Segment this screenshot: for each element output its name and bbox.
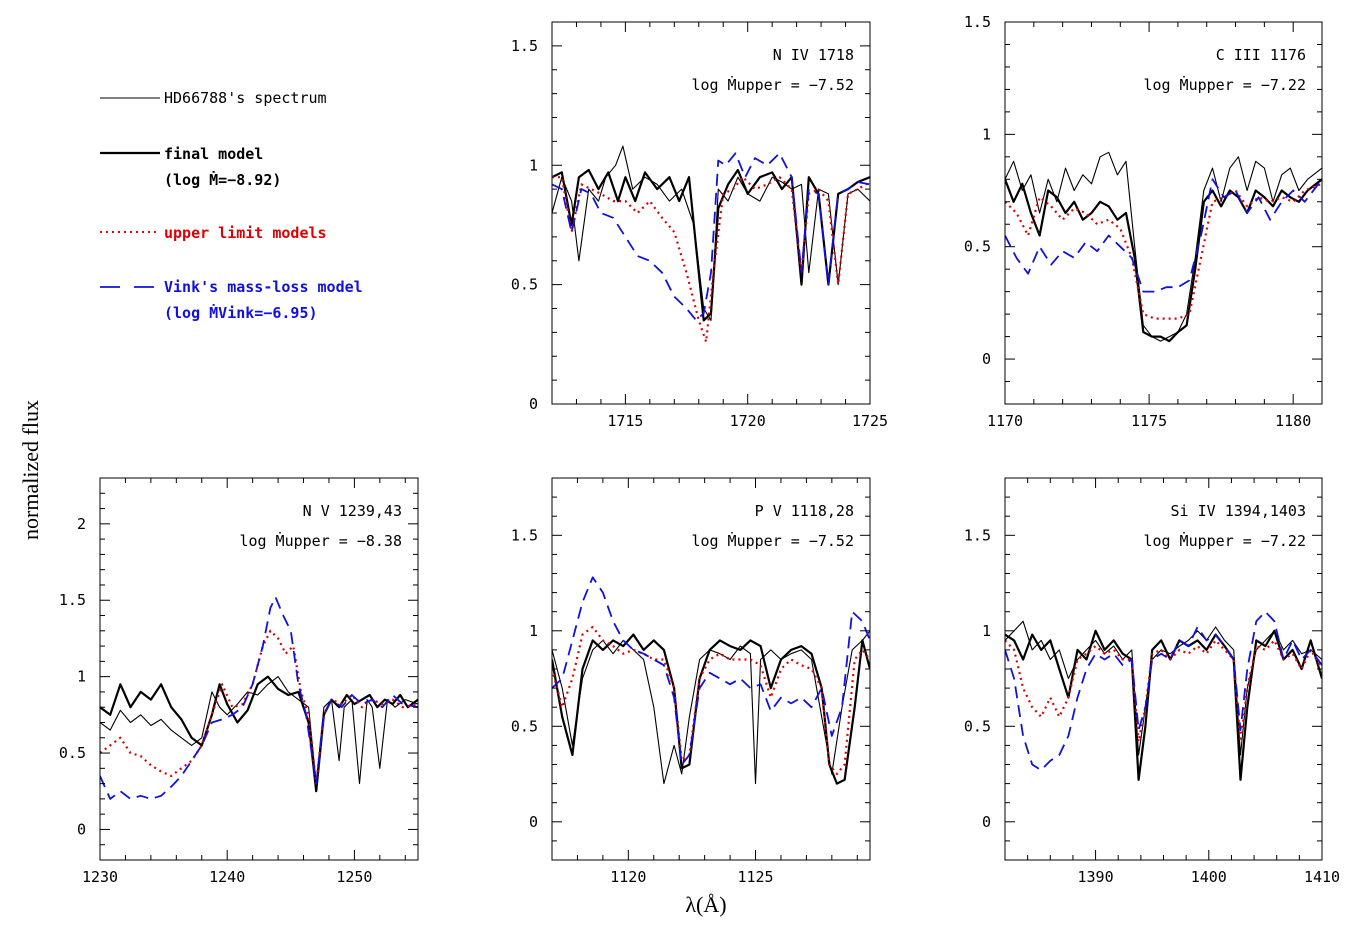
legend-item-observed: HD66788's spectrum	[100, 89, 327, 107]
x-tick-label: 1230	[82, 868, 118, 886]
panels: 1715 1720 1725 0 0.5 1 1.5 N IV 1718 log Ṁupper …	[59, 13, 1340, 886]
x-tick-label: 1250	[336, 868, 372, 886]
series-observed	[552, 145, 870, 321]
series-vink	[552, 152, 870, 322]
y-tick-label: 0.5	[964, 717, 991, 735]
y-tick-label: 1.5	[511, 526, 538, 544]
y-tick-label: 1.5	[964, 526, 991, 544]
series-observed	[1005, 151, 1322, 342]
x-tick-label: 1180	[1275, 412, 1311, 430]
y-tick-label: 0.5	[59, 744, 86, 762]
y-tick-label: 1.5	[511, 37, 538, 55]
panel-5: 1390 1400 1410 0 0.5 1 1.5 Si IV 1394,1403 log Ṁ…	[964, 477, 1340, 886]
panel-title: P V 1118,28	[755, 502, 854, 520]
series-observed	[552, 630, 870, 785]
y-tick-label: 0	[529, 395, 538, 413]
series-observed	[1005, 620, 1322, 756]
legend-label-final-rate: (log Ṁ=−8.92)	[164, 170, 281, 189]
plot-frame	[1004, 21, 1323, 405]
x-tick-label: 1120	[610, 868, 646, 886]
panel-annotation: log Ṁupper = −7.22	[1143, 531, 1306, 550]
y-tick-label: 1.5	[964, 13, 991, 31]
series-vink	[1005, 178, 1322, 293]
x-tick-label: 1410	[1304, 868, 1340, 886]
y-tick-label: 2	[77, 515, 86, 533]
legend-item-final: final model (log Ṁ=−8.92)	[100, 145, 281, 189]
y-tick-label: 1	[77, 668, 86, 686]
y-tick-label: 0	[529, 813, 538, 831]
y-tick-label: 0	[77, 820, 86, 838]
y-tick-label: 0.5	[964, 238, 991, 256]
series-final	[100, 675, 418, 793]
series-vink	[552, 576, 870, 766]
series-final	[552, 168, 870, 322]
x-tick-label: 1175	[1131, 412, 1167, 430]
legend: HD66788's spectrum final model (log Ṁ=−8…	[100, 89, 363, 322]
x-tick-label: 1170	[987, 412, 1023, 430]
panel-3: 1230 1240 1250 0 0.5 1 1.5 2 N V 1239,43 log Ṁupp…	[59, 477, 419, 886]
legend-item-upper: upper limit models	[100, 224, 327, 242]
y-tick-label: 0	[982, 350, 991, 368]
y-tick-label: 0.5	[511, 717, 538, 735]
y-tick-label: 0.5	[511, 276, 538, 294]
panel-title: N IV 1718	[773, 46, 854, 64]
panel-title: N V 1239,43	[303, 502, 402, 520]
series-upper	[100, 629, 418, 785]
legend-label-vink-rate: (log ṀVink=−6.95)	[164, 303, 318, 322]
x-axis-title: λ(Å)	[685, 892, 726, 917]
panel-annotation: log Ṁupper = −8.38	[239, 531, 402, 550]
panel-annotation: log Ṁupper = −7.52	[691, 531, 854, 550]
x-tick-label: 1125	[737, 868, 773, 886]
y-tick-label: 1.5	[59, 591, 86, 609]
series-final	[1005, 178, 1322, 343]
panel-4: 1120 1125 0 0.5 1 1.5 P V 1118,28 log Ṁupper = …	[511, 477, 871, 886]
y-tick-label: 1	[982, 125, 991, 143]
legend-label-final: final model	[164, 145, 263, 163]
x-tick-label: 1725	[852, 412, 888, 430]
y-tick-label: 1	[529, 622, 538, 640]
panel-title: C III 1176	[1216, 46, 1306, 64]
series-upper	[552, 625, 870, 776]
series-vink	[100, 596, 418, 800]
x-tick-label: 1720	[730, 412, 766, 430]
y-tick-label: 0	[982, 813, 991, 831]
panel-annotation: log Ṁupper = −7.52	[691, 75, 854, 94]
panel-1: 1715 1720 1725 0 0.5 1 1.5 N IV 1718 log Ṁupper …	[511, 21, 888, 430]
y-tick-label: 1	[529, 156, 538, 174]
legend-label-observed: HD66788's spectrum	[164, 89, 327, 107]
series-observed	[100, 676, 418, 785]
panel-annotation: log Ṁupper = −7.22	[1143, 75, 1306, 94]
panel-title: Si IV 1394,1403	[1171, 502, 1306, 520]
y-tick-label: 1	[982, 622, 991, 640]
x-tick-label: 1400	[1191, 868, 1227, 886]
legend-label-vink: Vink's mass-loss model	[164, 278, 363, 296]
x-tick-label: 1390	[1078, 868, 1114, 886]
legend-item-vink: Vink's mass-loss model (log ṀVink=−6.95)	[100, 278, 363, 322]
plot-frame	[99, 477, 419, 861]
series-vink	[1005, 610, 1322, 772]
series-final	[1005, 629, 1322, 781]
x-tick-label: 1715	[607, 412, 643, 430]
x-tick-label: 1240	[209, 868, 245, 886]
y-axis-title: normalized flux	[18, 400, 43, 540]
legend-label-upper: upper limit models	[164, 224, 327, 242]
series-final	[552, 633, 870, 785]
panel-2: 1170 1175 1180 0 0.5 1 1.5 C III 1176 log Ṁupper…	[964, 13, 1323, 430]
